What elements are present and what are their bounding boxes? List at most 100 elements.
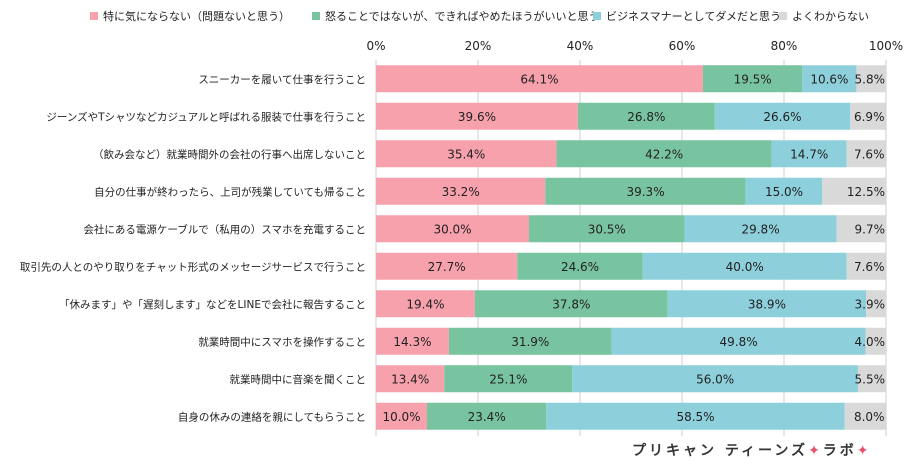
bar-segment (376, 365, 445, 393)
bar-segment (702, 65, 803, 93)
bar-segment (529, 215, 685, 243)
data-label: 23.4% (468, 410, 506, 424)
category-label: 「休みます」や「遅刻します」などをLINEで会社に報告すること (59, 298, 366, 311)
bar-segment (376, 327, 449, 355)
data-label: 3.9% (855, 297, 886, 311)
data-label: 42.2% (645, 147, 683, 161)
data-label: 24.6% (561, 260, 599, 274)
data-label: 27.7% (428, 260, 466, 274)
data-label: 35.4% (447, 147, 485, 161)
bar-segment (444, 365, 573, 393)
bar-segment (376, 290, 475, 318)
bar-segment (546, 402, 845, 430)
bar-segment (517, 252, 643, 280)
bar-segment (714, 102, 851, 130)
data-label: 19.4% (406, 297, 444, 311)
brand-text-1: プリキャン ティーンズ (632, 443, 809, 459)
x-tick-label: 100% (869, 39, 903, 53)
data-label: 8.0% (854, 410, 885, 424)
bar-segment (856, 65, 886, 93)
data-label: 58.5% (676, 410, 714, 424)
brand-logo: プリキャン ティーンズ✦ラボ✦ (632, 440, 912, 466)
data-label: 37.8% (552, 297, 590, 311)
legend-swatch (312, 12, 320, 20)
bar-segment (545, 177, 746, 205)
data-label: 39.6% (458, 110, 496, 124)
data-label: 30.5% (588, 222, 626, 236)
data-label: 49.8% (720, 335, 758, 349)
legend-swatch (593, 12, 601, 20)
category-label: 自身の休みの連絡を親にしてもらうこと (178, 410, 366, 423)
legend-item: 怒ることではないが、できればやめたほうがいいと思う (312, 8, 599, 24)
data-label: 10.0% (382, 410, 420, 424)
data-label: 6.9% (854, 110, 885, 124)
bar-segment (572, 365, 858, 393)
category-label: 就業時間中にスマホを操作すること (198, 335, 366, 348)
bar-segment (822, 177, 886, 205)
category-label: 自分の仕事が終わったら、上司が残業していても帰ること (94, 185, 366, 198)
legend: 特に気にならない（問題ないと思う） 怒ることではないが、できればやめたほうがいいと… (0, 8, 922, 28)
legend-item: よくわからない (779, 8, 869, 24)
legend-label: 怒ることではないが、できればやめたほうがいいと思う (325, 10, 600, 23)
data-label: 15.0% (765, 185, 803, 199)
bar-segment (865, 327, 886, 355)
bar-segment (846, 140, 886, 168)
bar-segment (844, 402, 886, 430)
category-label: （飲み会など）就業時間外の会社の行事へ出席しないこと (93, 148, 366, 161)
x-tick-label: 60% (669, 39, 696, 53)
brand-text-2: ラボ (822, 443, 857, 459)
data-label: 26.6% (763, 110, 801, 124)
bar-segment (850, 102, 886, 130)
legend-item: ビジネスマナーとしてダメだと思う (593, 8, 781, 24)
bar-segment (376, 140, 557, 168)
data-label: 33.2% (442, 185, 480, 199)
data-label: 26.8% (627, 110, 665, 124)
data-label: 14.3% (393, 335, 431, 349)
data-label: 7.6% (854, 260, 885, 274)
bar-segment (771, 140, 847, 168)
data-label: 10.6% (810, 72, 848, 86)
category-label: ジーンズやTシャツなどカジュアルと呼ばれる服装で仕事を行うこと (46, 110, 366, 123)
brand-star-2: ✦ (856, 443, 872, 459)
bar-segment (577, 102, 715, 130)
category-label: 就業時間中に音楽を聞くこと (230, 373, 367, 386)
legend-item: 特に気にならない（問題ないと思う） (90, 8, 290, 24)
category-label: 取引先の人とのやり取りをチャット形式のメッセージサービスで行うこと (20, 260, 366, 273)
data-label: 40.0% (726, 260, 764, 274)
x-tick-label: 40% (567, 39, 594, 53)
category-label: スニーカーを履いて仕事を行うこと (198, 73, 366, 86)
bar-segment (474, 290, 668, 318)
bar-segment (866, 290, 886, 318)
category-label: 会社にある電源ケーブルで（私用の）スマホを充電すること (83, 223, 366, 236)
data-label: 38.9% (748, 297, 786, 311)
x-tick-label: 0% (366, 39, 385, 53)
data-label: 31.9% (511, 335, 549, 349)
bar-segment (448, 327, 612, 355)
data-label: 7.6% (854, 147, 885, 161)
bar-segment (376, 65, 703, 93)
data-label: 13.4% (391, 372, 429, 386)
data-label: 5.5% (855, 372, 886, 386)
legend-label: 特に気にならない（問題ないと思う） (103, 10, 290, 23)
bar-segment (376, 402, 427, 430)
bar-segment (642, 252, 847, 280)
data-label: 12.5% (847, 185, 885, 199)
data-label: 9.7% (855, 222, 886, 236)
bar-segment (376, 215, 529, 243)
brand-star-1: ✦ (808, 443, 823, 459)
bar-segment (836, 215, 886, 243)
x-tick-label: 20% (465, 39, 492, 53)
legend-swatch (779, 12, 787, 20)
bar-segment (611, 327, 866, 355)
bar-segment (376, 177, 546, 205)
legend-label: ビジネスマナーとしてダメだと思う (606, 10, 782, 23)
bar-segment (802, 65, 857, 93)
data-label: 25.1% (489, 372, 527, 386)
legend-swatch (90, 12, 98, 20)
bar-segment (684, 215, 837, 243)
bar-segment (556, 140, 772, 168)
data-label: 39.3% (626, 185, 664, 199)
bar-segment (846, 252, 886, 280)
legend-label: よくわからない (792, 10, 869, 23)
